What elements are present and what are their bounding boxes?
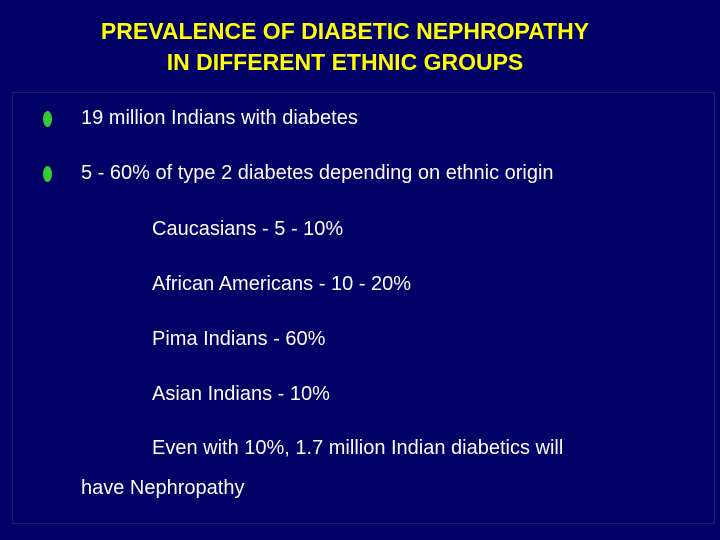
conclusion-continuation: have Nephropathy [81, 477, 245, 499]
bullet-text-1: 19 million Indians with diabetes [81, 107, 358, 129]
sub-item-asian-indians: Asian Indians - 10% [152, 383, 330, 405]
sub-item-caucasians: Caucasians - 5 - 10% [152, 218, 344, 240]
content-frame [12, 92, 715, 524]
slide-title-line-2: IN DIFFERENT ETHNIC GROUPS [166, 49, 524, 75]
bullet-marker-2 [43, 166, 52, 182]
bullet-marker-1 [43, 111, 52, 127]
sub-item-african-americans: African Americans - 10 - 20% [152, 273, 411, 295]
slide-title-line-1: PREVALENCE OF DIABETIC NEPHROPATHY [100, 18, 590, 44]
sub-item-conclusion: Even with 10%, 1.7 million Indian diabet… [152, 437, 564, 459]
slide-title: PREVALENCE OF DIABETIC NEPHROPATHY IN DI… [0, 16, 690, 78]
sub-item-pima-indians: Pima Indians - 60% [152, 328, 326, 350]
bullet-text-2: 5 - 60% of type 2 diabetes depending on … [81, 162, 554, 184]
